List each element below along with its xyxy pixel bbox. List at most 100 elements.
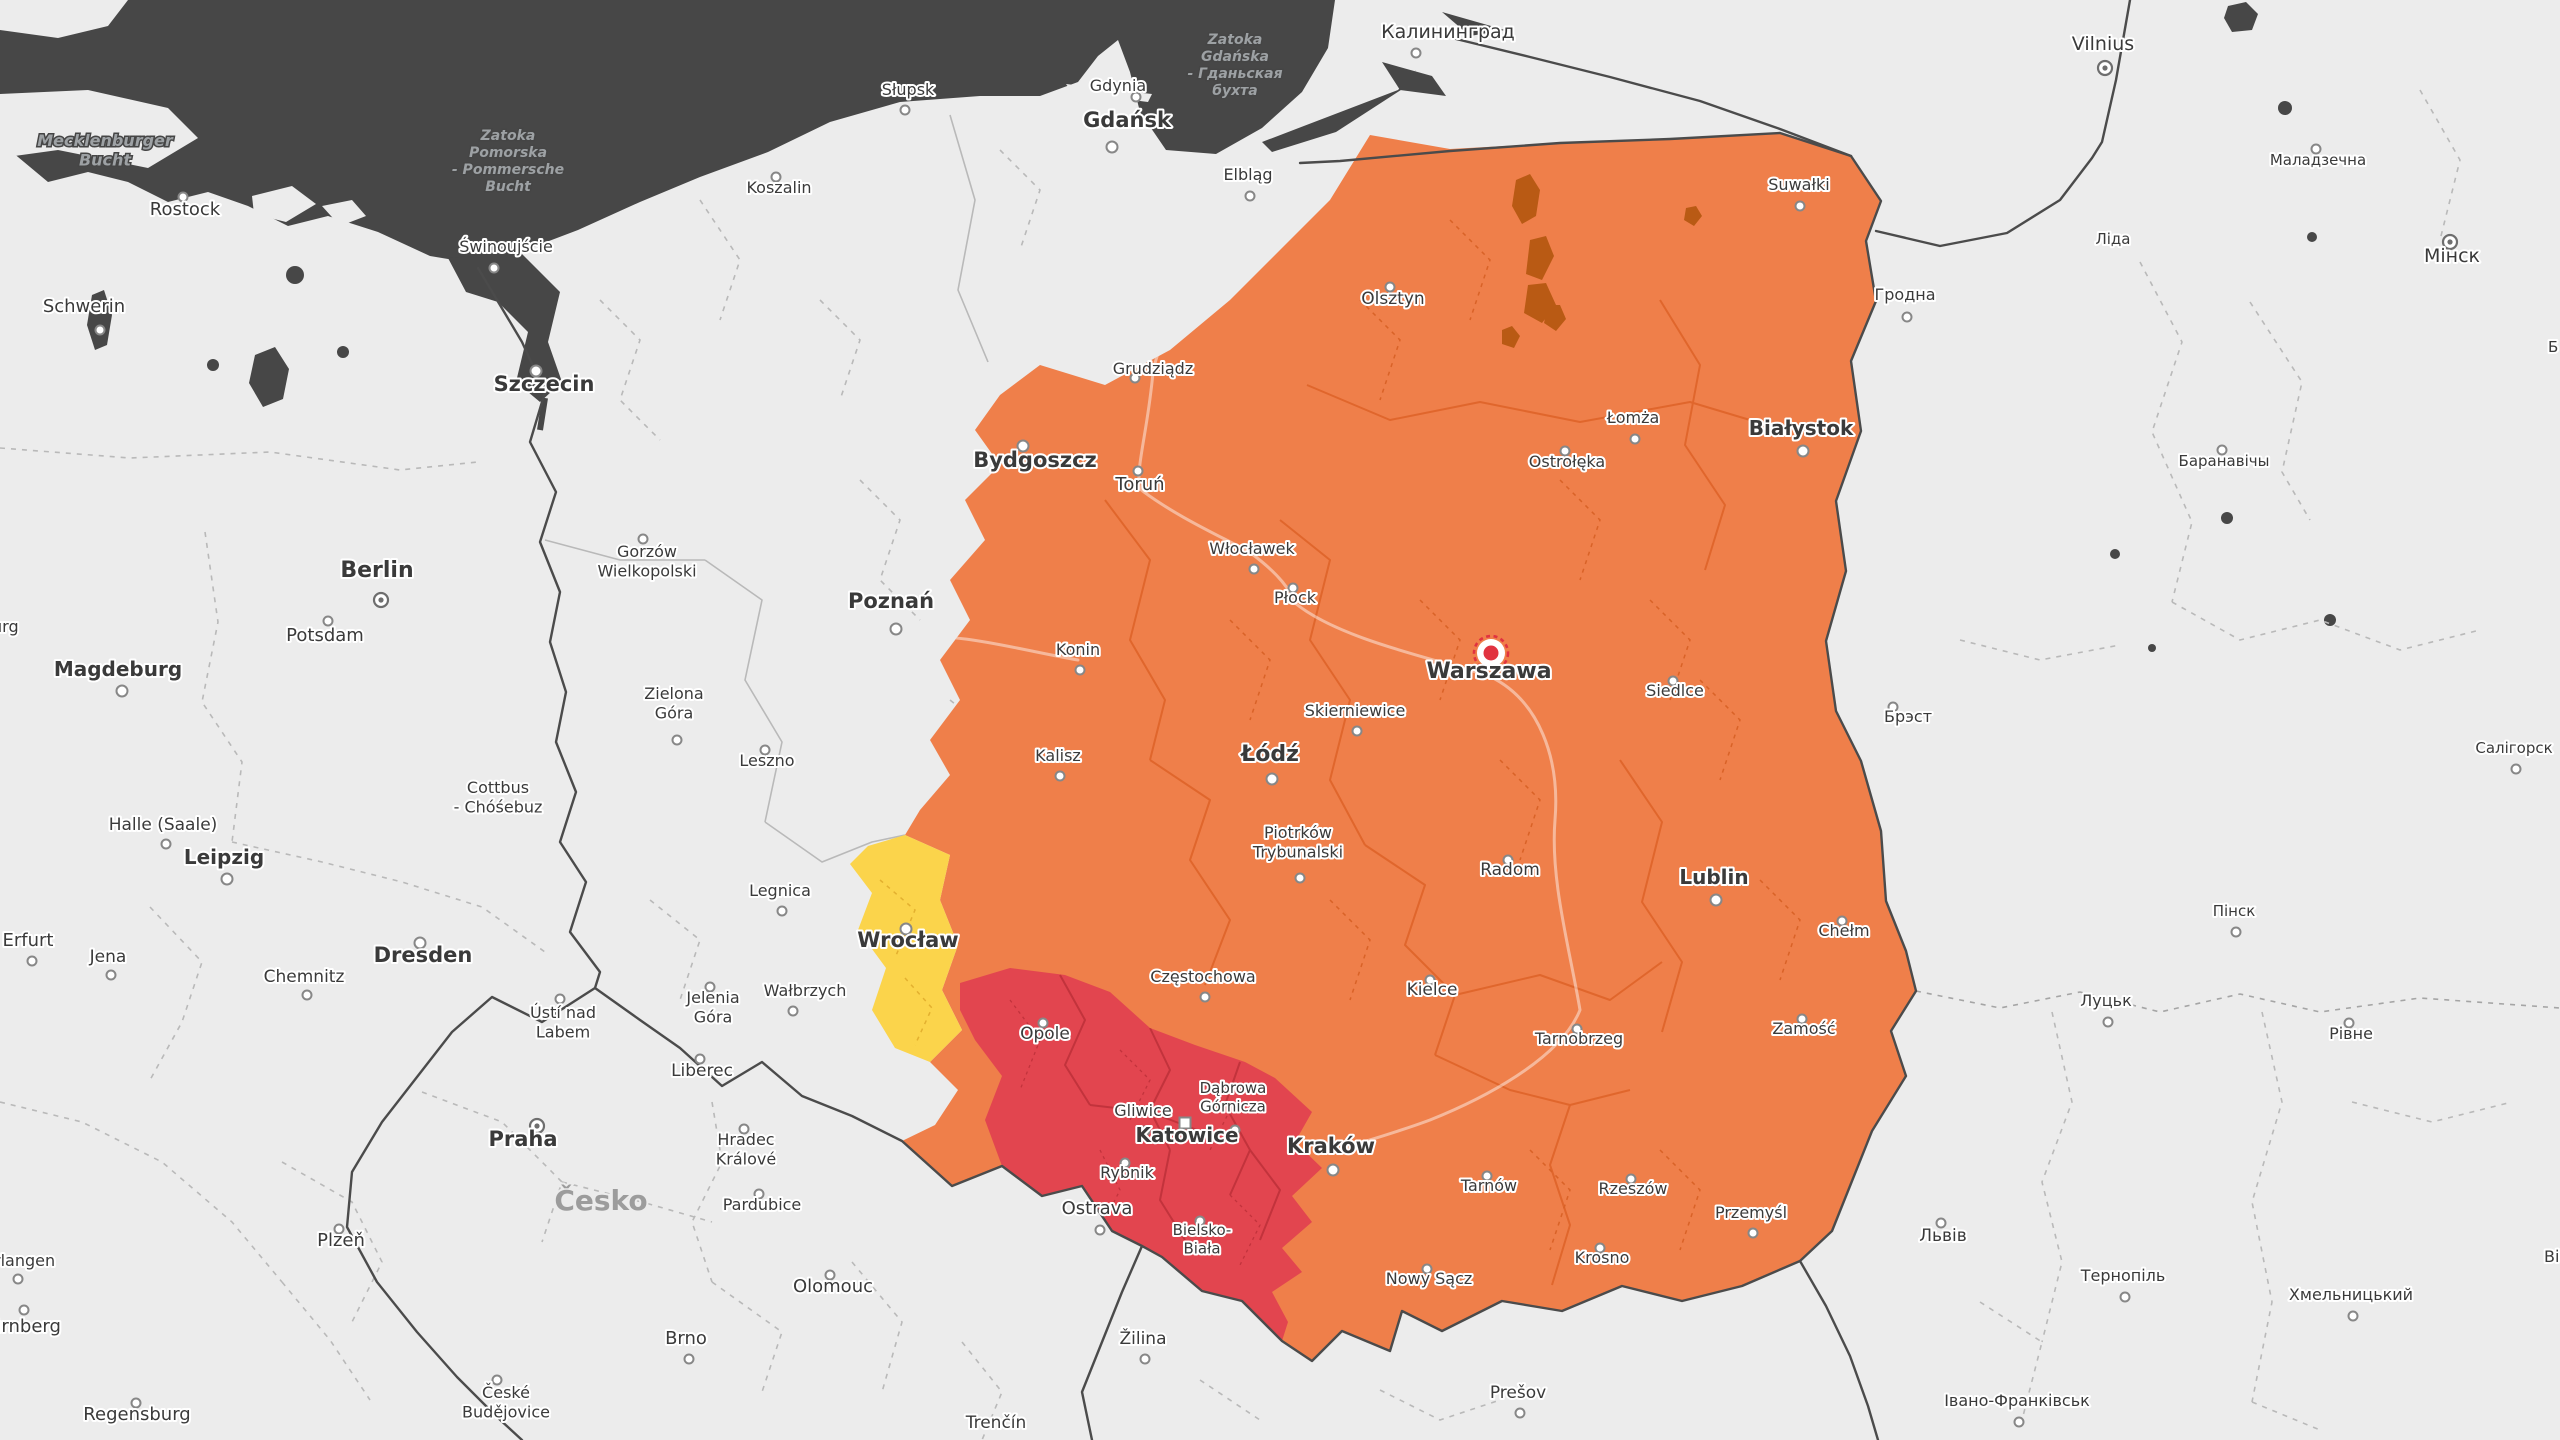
warning-zone-yellow[interactable]: [850, 835, 962, 1062]
city-label-мінск: Мінск: [2424, 245, 2480, 267]
city-marker-włocławek: [1248, 563, 1260, 575]
lake: [2278, 101, 2292, 115]
city-marker-skierniewice: [1351, 725, 1363, 737]
city-marker-rlangen: [12, 1273, 24, 1285]
city-marker-kraków: [1326, 1163, 1340, 1177]
city-marker-legnica: [776, 905, 788, 917]
city-marker-schwerin: [94, 324, 106, 336]
city-marker-słupsk: [899, 104, 911, 116]
city-marker-rnberg: [18, 1304, 30, 1316]
city-marker-гродна: [1901, 311, 1913, 323]
city-marker-szczecin: [529, 364, 543, 378]
lake: [2224, 2, 2258, 32]
city-marker-siedlce: [1667, 675, 1679, 687]
poland-border: [476, 131, 1918, 1363]
city-marker-пінск: [2230, 926, 2242, 938]
warning-zone-red[interactable]: [960, 968, 1322, 1341]
city-label-krosno: Krosno: [1575, 1248, 1630, 1267]
city-marker-ostrava: [1094, 1224, 1106, 1236]
warsaw-location-marker: [1472, 634, 1510, 672]
city-marker-liberec: [694, 1053, 706, 1065]
city-marker-kielce: [1424, 974, 1436, 986]
city-marker-erfurt: [26, 955, 38, 967]
city-label-siedlce: Siedlce: [1646, 681, 1704, 700]
city-label-jelenia-góra: Jelenia Góra: [685, 988, 739, 1027]
city-label-rzeszów: Rzeszów: [1599, 1179, 1668, 1198]
city-label-cottbus-chóśebuz: Cottbus - Chóśebuz: [454, 778, 543, 817]
city-marker-gdynia: [1130, 91, 1142, 103]
city-marker-tarnobrzeg: [1571, 1023, 1583, 1035]
city-label-rlangen: rlangen: [0, 1251, 55, 1270]
city-marker-брэст: [1887, 701, 1899, 713]
city-label-луцьк: Луцьк: [2080, 991, 2132, 1010]
city-marker-łomża: [1629, 433, 1641, 445]
city-label-гродна: Гродна: [1874, 285, 1935, 304]
masurian-lake: [1526, 236, 1554, 280]
city-label-radom: Radom: [1480, 860, 1540, 880]
city-marker-ostrołęka: [1559, 445, 1571, 457]
city-label-ústí-nad-labem: Ústí nad Labem: [530, 1003, 596, 1042]
city-marker-gorzów-wielkopolski: [637, 533, 649, 545]
city-label-jena: Jena: [89, 947, 127, 967]
city-marker-świnoujście: [488, 262, 500, 274]
lake: [2307, 232, 2317, 242]
city-label-ві: Ві: [2544, 1247, 2559, 1266]
city-label-leszno: Leszno: [739, 751, 794, 770]
yellow-zone-admin-lines: [879, 879, 933, 1046]
masurian-lake: [1512, 174, 1540, 224]
city-label-ліда: Ліда: [2095, 230, 2130, 248]
city-marker-zielona-góra: [671, 734, 683, 746]
city-marker-elbląg: [1244, 190, 1256, 202]
city-label-konin: Konin: [1056, 640, 1100, 659]
city-markers: [12, 47, 2522, 1428]
city-marker-bielsko-biała: [1194, 1215, 1206, 1227]
czechia-slovakia-border: [1080, 1244, 1144, 1440]
city-label-brno: Brno: [665, 1328, 707, 1349]
city-label-świnoujście: Świnoujście: [459, 237, 553, 256]
kaliningrad-bay: [1382, 62, 1446, 96]
lake: [2148, 644, 2156, 652]
city-marker-zamość: [1796, 1013, 1808, 1025]
city-label-regensburg: Regensburg: [83, 1404, 190, 1425]
lake: [249, 347, 289, 407]
city-label-rnberg: ürnberg: [0, 1316, 61, 1337]
city-label-piotrków-trybunalski: Piotrków Trybunalski: [1252, 823, 1343, 862]
city-label-płock: Płock: [1274, 588, 1317, 607]
vistula-lagoon: [1262, 70, 1416, 152]
city-label-kraków: Kraków: [1287, 1134, 1375, 1158]
city-marker-bydgoszcz: [1016, 439, 1030, 453]
city-marker-tarnów: [1481, 1170, 1493, 1182]
city-marker-chemnitz: [301, 989, 313, 1001]
city-label-хмельницький: Хмельницький: [2289, 1285, 2413, 1304]
city-marker-wałbrzych: [787, 1005, 799, 1017]
lake: [2221, 512, 2233, 524]
city-label-львів: Львів: [1919, 1226, 1967, 1246]
city-marker-radom: [1502, 854, 1514, 866]
city-marker-konin: [1074, 664, 1086, 676]
city-marker-halle-saale: [160, 838, 172, 850]
city-label-olomouc: Olomouc: [793, 1276, 873, 1297]
city-marker-jena: [105, 969, 117, 981]
city-label-warszawa: Warszawa: [1426, 659, 1551, 684]
city-marker-płock: [1287, 582, 1299, 594]
city-marker-баранавічы: [2216, 444, 2228, 456]
city-marker-рівне: [2343, 1017, 2355, 1029]
city-marker-мінск: [2441, 233, 2459, 251]
city-label-gorzów-wielkopolski: Gorzów Wielkopolski: [597, 542, 696, 581]
city-label-б: Б: [2548, 338, 2558, 356]
city-label-gdańsk: Gdańsk: [1083, 108, 1172, 132]
city-label-rostock: Rostock: [150, 199, 221, 220]
island-patch: [322, 200, 366, 226]
city-marker-regensburg: [130, 1397, 142, 1409]
city-marker-rybnik: [1119, 1157, 1131, 1169]
city-label-ostrołęka: Ostrołęka: [1529, 452, 1605, 471]
city-label-ostrava: Ostrava: [1062, 1198, 1133, 1219]
city-marker-krosno: [1594, 1242, 1606, 1254]
city-marker-hradec-králové: [738, 1123, 750, 1135]
lake: [337, 346, 349, 358]
city-marker-ústí-nad-labem: [554, 993, 566, 1005]
city-marker-vilnius: [2096, 59, 2114, 77]
city-label-žilina: Žilina: [1119, 1327, 1166, 1349]
city-marker-gdańsk: [1105, 140, 1119, 154]
